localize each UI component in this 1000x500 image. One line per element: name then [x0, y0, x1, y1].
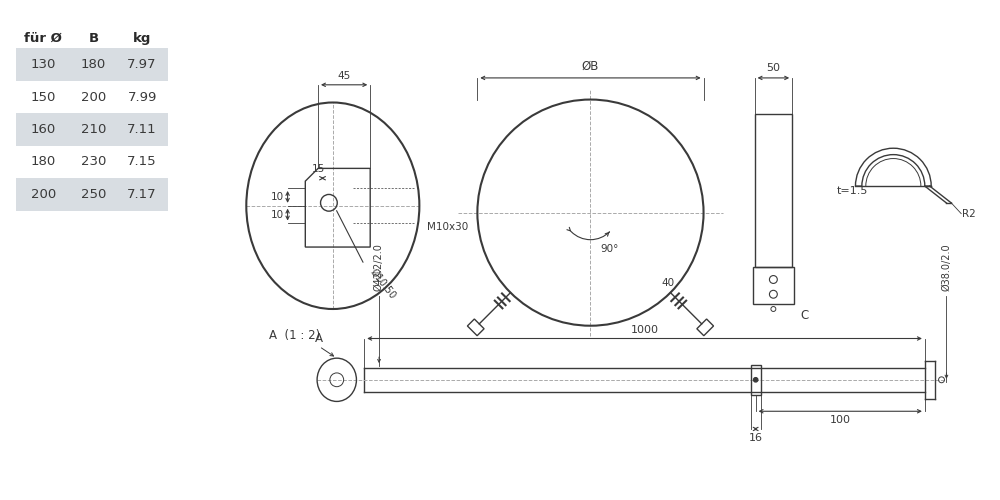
Text: R2: R2: [962, 208, 976, 218]
Text: A  (1 : 2): A (1 : 2): [269, 328, 320, 342]
Text: 200: 200: [81, 90, 106, 104]
Text: 7.15: 7.15: [127, 156, 157, 168]
Text: 210: 210: [81, 123, 106, 136]
Bar: [751, 365, 761, 394]
Text: t=1.5: t=1.5: [836, 186, 868, 196]
Text: 230: 230: [81, 156, 106, 168]
Text: 250: 250: [81, 188, 106, 201]
Bar: [16, 146, 168, 178]
Text: 45: 45: [338, 71, 351, 81]
Text: 180: 180: [31, 156, 56, 168]
Text: für Ø: für Ø: [24, 32, 62, 45]
Text: Ø42.2/2.0: Ø42.2/2.0: [374, 244, 384, 292]
Text: 200: 200: [31, 188, 56, 201]
Text: M10x30: M10x30: [427, 222, 468, 232]
Bar: [755, 114, 792, 266]
Text: 15: 15: [311, 164, 325, 174]
Bar: [16, 114, 168, 146]
Text: 50: 50: [766, 63, 780, 73]
Bar: [16, 178, 168, 210]
Text: 10: 10: [271, 192, 284, 202]
Text: 40: 40: [661, 278, 674, 288]
Text: C: C: [800, 309, 808, 322]
Text: 7.11: 7.11: [127, 123, 157, 136]
Bar: [16, 48, 168, 81]
Text: 7.99: 7.99: [127, 90, 157, 104]
Text: 160: 160: [31, 123, 56, 136]
Text: 1000: 1000: [631, 324, 659, 334]
Text: 7.97: 7.97: [127, 58, 157, 71]
Text: 130: 130: [31, 58, 56, 71]
Text: 180: 180: [81, 58, 106, 71]
Text: 90°: 90°: [600, 244, 619, 254]
Text: B: B: [88, 32, 98, 45]
Text: 7.17: 7.17: [127, 188, 157, 201]
Text: 150: 150: [31, 90, 56, 104]
Text: ØB: ØB: [582, 60, 599, 73]
Bar: [16, 81, 168, 114]
Text: Ø38.0/2.0: Ø38.0/2.0: [941, 244, 951, 292]
Circle shape: [754, 378, 758, 382]
Text: 16: 16: [749, 433, 763, 443]
Text: Ø10.50: Ø10.50: [368, 266, 398, 300]
Text: 10: 10: [271, 210, 284, 220]
Bar: [753, 266, 794, 304]
Text: A: A: [315, 332, 323, 345]
Text: kg: kg: [133, 32, 151, 45]
Text: 100: 100: [830, 415, 851, 425]
